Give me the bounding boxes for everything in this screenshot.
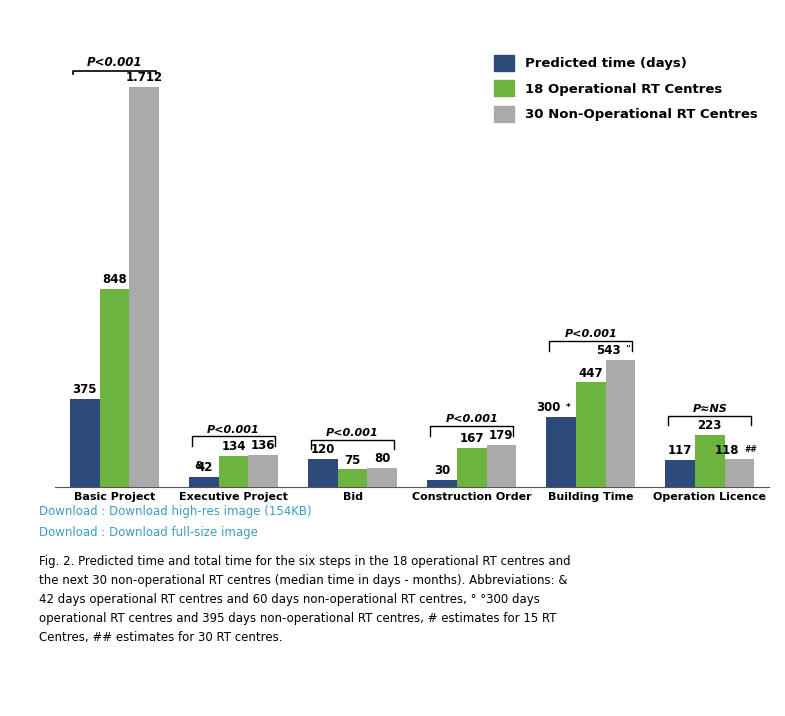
Bar bbox=[457, 448, 487, 487]
Text: 447: 447 bbox=[579, 367, 603, 379]
Bar bbox=[308, 459, 338, 487]
Bar bbox=[367, 468, 397, 487]
Bar bbox=[189, 477, 219, 487]
Text: P<0.001: P<0.001 bbox=[207, 425, 260, 435]
Text: 543: 543 bbox=[596, 344, 620, 357]
Text: 120: 120 bbox=[311, 443, 335, 456]
Text: P<0.001: P<0.001 bbox=[445, 415, 498, 425]
Legend: Predicted time (days), 18 Operational RT Centres, 30 Non-Operational RT Centres: Predicted time (days), 18 Operational RT… bbox=[489, 49, 763, 127]
Text: 375: 375 bbox=[72, 384, 97, 397]
Text: P<0.001: P<0.001 bbox=[564, 329, 617, 339]
Text: P<0.001: P<0.001 bbox=[86, 56, 142, 69]
Bar bbox=[130, 87, 159, 487]
Text: Download : Download full-size image: Download : Download full-size image bbox=[39, 526, 258, 539]
Text: *: * bbox=[566, 402, 571, 412]
Bar bbox=[248, 455, 278, 487]
Bar bbox=[605, 360, 635, 487]
Text: Fig. 2. Predicted time and total time for the six steps in the 18 operational RT: Fig. 2. Predicted time and total time fo… bbox=[39, 555, 571, 644]
Text: P≈NS: P≈NS bbox=[692, 405, 727, 415]
Text: 75: 75 bbox=[345, 453, 361, 467]
Text: 136: 136 bbox=[251, 440, 276, 453]
Bar bbox=[219, 455, 248, 487]
Bar bbox=[100, 289, 130, 487]
Bar bbox=[695, 435, 725, 487]
Bar bbox=[427, 480, 457, 487]
Bar bbox=[70, 400, 100, 487]
Text: 848: 848 bbox=[102, 273, 127, 286]
Text: ##: ## bbox=[744, 445, 757, 454]
Text: 42: 42 bbox=[197, 461, 214, 474]
Text: Download : Download high-res image (154KB): Download : Download high-res image (154K… bbox=[39, 505, 312, 518]
Text: 30: 30 bbox=[434, 464, 450, 477]
Text: 117: 117 bbox=[668, 444, 692, 457]
Bar bbox=[665, 460, 695, 487]
Text: P<0.001: P<0.001 bbox=[327, 428, 379, 438]
Text: 167: 167 bbox=[459, 432, 484, 445]
Bar bbox=[338, 470, 367, 487]
Bar bbox=[576, 382, 605, 487]
Bar bbox=[487, 445, 517, 487]
Text: 134: 134 bbox=[221, 440, 246, 453]
Text: 118: 118 bbox=[715, 443, 739, 457]
Text: 80: 80 bbox=[374, 453, 391, 465]
Text: &: & bbox=[195, 461, 203, 471]
Bar bbox=[725, 459, 754, 487]
Text: 1.712: 1.712 bbox=[126, 71, 162, 84]
Bar bbox=[546, 417, 576, 487]
Text: 223: 223 bbox=[698, 419, 722, 432]
Text: ": " bbox=[625, 345, 630, 354]
Text: 179: 179 bbox=[489, 430, 513, 442]
Text: 300: 300 bbox=[537, 401, 561, 414]
